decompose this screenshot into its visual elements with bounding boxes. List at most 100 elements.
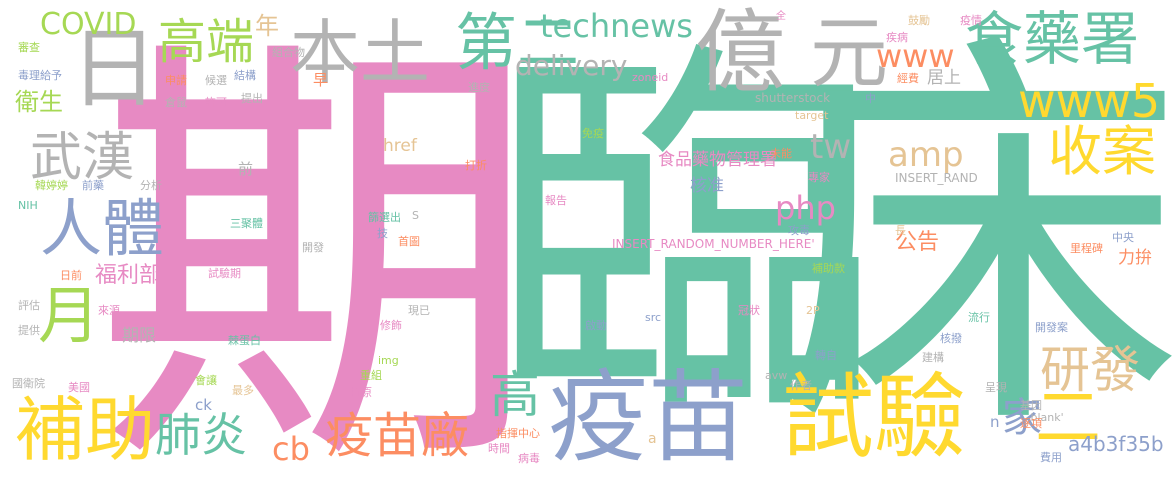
- word: 申請: [165, 74, 187, 87]
- word: 第二: [455, 6, 580, 79]
- word: 里程碑: [1070, 242, 1103, 255]
- word: 經費: [897, 72, 919, 85]
- word: 本土: [290, 12, 430, 94]
- word: 修飾: [380, 319, 402, 332]
- word: 福利部: [95, 263, 162, 288]
- word: delivery: [515, 49, 628, 82]
- word: shutterstock: [755, 91, 831, 105]
- word: 流行: [968, 311, 990, 324]
- word: cb: [272, 430, 310, 468]
- word: 打折: [465, 159, 487, 172]
- word: tw: [810, 127, 852, 167]
- word: 元: [810, 9, 889, 99]
- word: 前藥: [82, 179, 104, 192]
- word: 抗原: [350, 386, 372, 399]
- word: ck: [195, 396, 212, 414]
- word: NIH: [18, 199, 38, 212]
- word: 核准: [690, 176, 724, 196]
- word: 肺炎: [155, 408, 247, 462]
- word: a: [648, 431, 657, 447]
- word: 來源: [98, 304, 120, 317]
- word: 指揮中心: [496, 427, 540, 440]
- word: 臨: [488, 10, 878, 464]
- word: 許可: [205, 96, 227, 109]
- word: 技: [377, 227, 388, 240]
- word: 疫苗: [548, 359, 748, 476]
- word: img: [378, 354, 399, 367]
- word: 食品藥物管理署: [658, 150, 777, 170]
- word: 床: [775, 1, 1175, 479]
- word: 期限: [122, 326, 156, 346]
- word: 公告: [895, 230, 940, 255]
- word: a4b3f35b: [1068, 432, 1164, 456]
- word: 武漢: [30, 128, 135, 188]
- word: www5: [1018, 74, 1161, 128]
- word: 組合物: [272, 46, 305, 59]
- word: n: [990, 413, 1000, 431]
- word: 評估: [18, 299, 40, 312]
- word: 期: [95, 1, 540, 482]
- word: 補助款: [812, 262, 845, 275]
- word: 二: [1035, 379, 1101, 456]
- word: 候選: [205, 74, 227, 87]
- word: INSERT_RAND: [895, 171, 978, 185]
- word: 月: [38, 279, 101, 352]
- word: zoneid: [632, 71, 669, 84]
- word: 冠狀: [738, 304, 760, 317]
- word: 收案: [1048, 120, 1156, 183]
- word: 毒理給予: [18, 69, 62, 82]
- word: href: [383, 136, 417, 156]
- word: 中央: [1112, 231, 1134, 244]
- word: 最多: [232, 384, 254, 397]
- word: 建構: [922, 351, 944, 364]
- word: 病毒: [518, 452, 540, 465]
- word: 基因: [1020, 399, 1042, 412]
- word: 核撥: [940, 332, 962, 345]
- word: 逐項: [1020, 417, 1042, 430]
- word: S: [412, 209, 419, 222]
- word: 疫情: [960, 14, 982, 27]
- word: 疾病: [886, 31, 908, 44]
- word: 家: [1002, 395, 1042, 441]
- word: 億: [695, 0, 785, 105]
- word: 疫苗廠: [325, 408, 470, 464]
- word: 重組: [360, 369, 382, 382]
- word: 中: [865, 92, 876, 105]
- word: 美國: [68, 381, 90, 394]
- word: 開發: [302, 241, 324, 254]
- word: php: [775, 189, 836, 227]
- word: 結構: [234, 69, 256, 82]
- word: www: [876, 37, 955, 75]
- word: 力拚: [1118, 248, 1152, 268]
- word: 研發: [1040, 341, 1140, 399]
- word: 作者: [790, 379, 812, 392]
- word: COVID: [40, 7, 137, 42]
- word: avw: [765, 369, 788, 382]
- word: 費用: [1040, 451, 1062, 464]
- word: 食藥署: [965, 5, 1140, 73]
- word: 棘蛋白: [228, 334, 261, 347]
- word: 早: [313, 71, 329, 89]
- word: 現已: [408, 304, 430, 317]
- word: src: [645, 311, 662, 324]
- word: 報告: [545, 194, 567, 207]
- word: 啟動: [585, 319, 607, 332]
- word: 三聚體: [230, 217, 263, 230]
- word: 衛生: [15, 88, 63, 116]
- word: 試驗: [782, 364, 967, 471]
- word: 人體: [40, 192, 165, 265]
- word: 試驗期: [208, 267, 241, 280]
- word: 鼓勵: [908, 14, 930, 27]
- word: 審查: [18, 41, 40, 54]
- word: 倉鼠: [165, 96, 187, 109]
- word: 時間: [488, 442, 510, 455]
- word: _blank': [1025, 411, 1064, 424]
- word: 篩選出: [368, 211, 401, 224]
- word: 長: [895, 224, 906, 237]
- word: 日: [70, 17, 159, 120]
- word: 未能: [770, 147, 792, 160]
- word: technews: [540, 7, 693, 45]
- word: 國衛院: [12, 377, 45, 390]
- word: 高端: [158, 14, 255, 70]
